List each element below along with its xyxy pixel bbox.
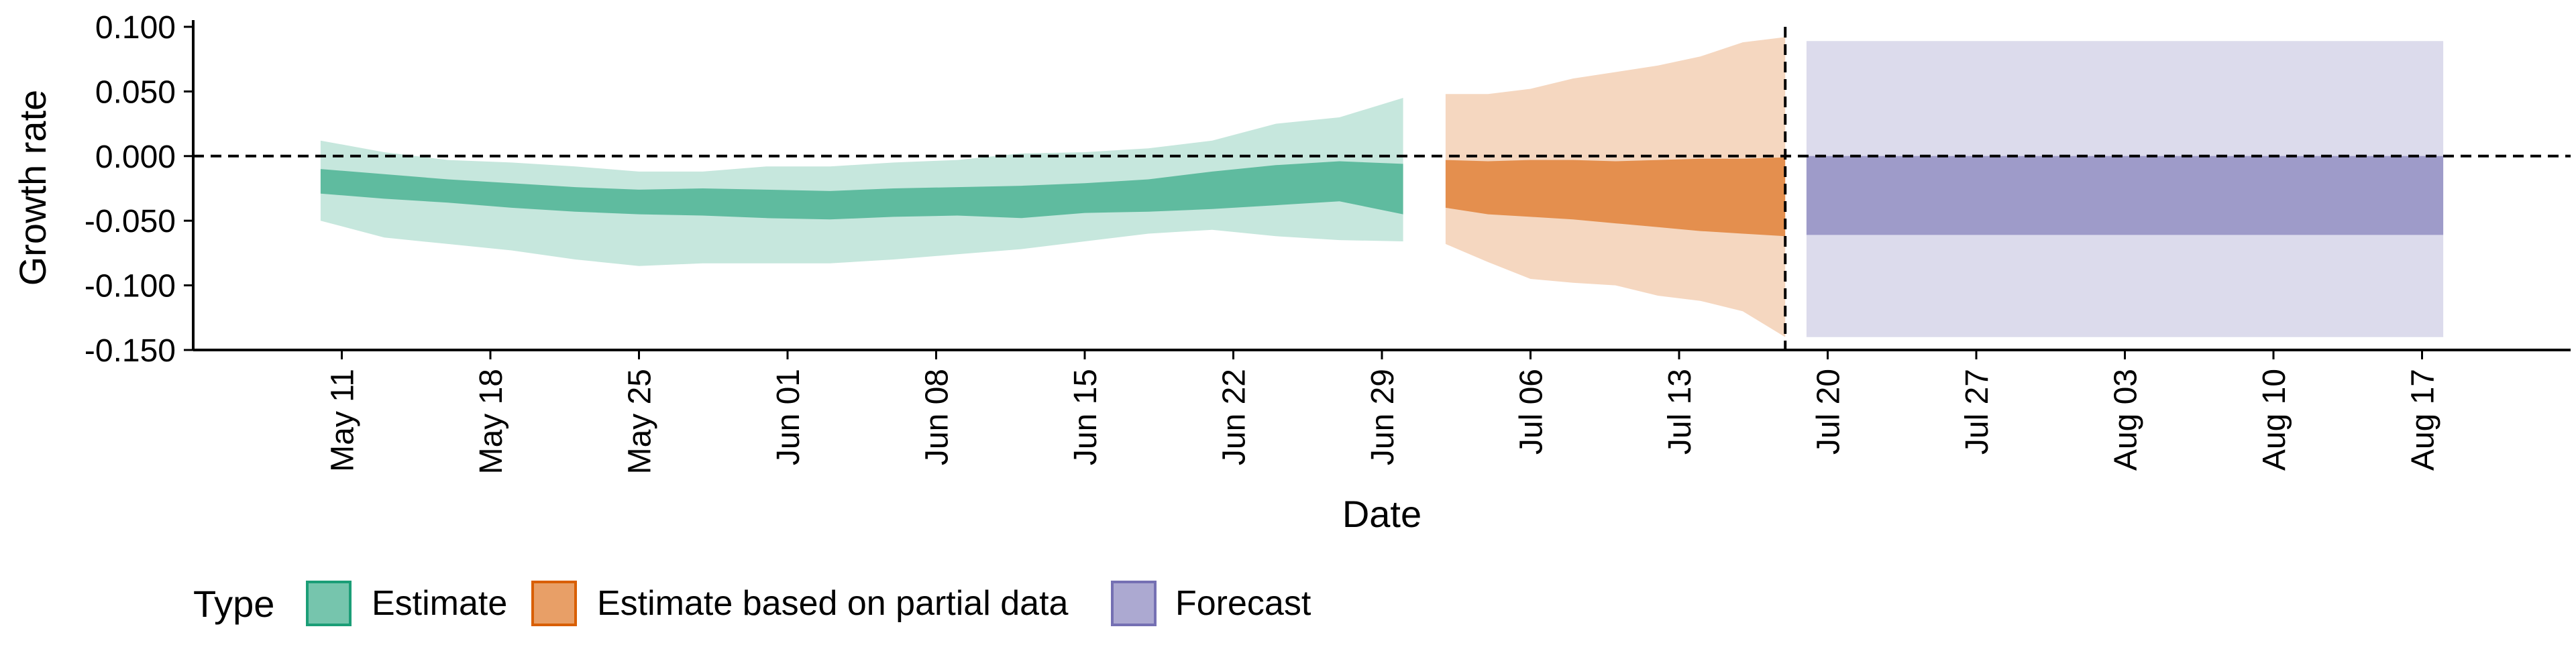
x-tick-label: Aug 10 [2257, 369, 2292, 471]
x-tick-label: Jul 20 [1811, 369, 1847, 455]
y-tick-label: 0.050 [95, 74, 176, 110]
y-tick-label: -0.100 [85, 269, 176, 304]
x-tick-label: Jun 01 [771, 369, 806, 465]
x-axis-label: Date [1342, 493, 1421, 535]
x-tick-label: Jun 29 [1365, 369, 1401, 465]
x-tick-label: May 18 [474, 369, 509, 474]
x-tick-label: Jun 22 [1217, 369, 1252, 465]
legend-swatch-series-2 [1111, 581, 1157, 626]
reference-lines [193, 27, 2571, 350]
y-tick-label: -0.050 [85, 204, 176, 239]
x-tick-label: May 11 [325, 369, 361, 472]
legend-title: Type [193, 583, 274, 625]
y-tick-label: -0.150 [85, 333, 176, 369]
legend: Type Estimate Estimate based on partial d… [193, 581, 1311, 626]
x-tick-label: Aug 03 [2108, 369, 2144, 471]
band-inner-series-0 [320, 161, 1403, 220]
band-outer-series-0 [320, 98, 1403, 266]
y-axis-label: Growth rate [11, 90, 54, 286]
y-tick-label: 0.000 [95, 139, 176, 175]
legend-label-series-2: Forecast [1175, 584, 1311, 623]
x-tick-label: Jun 15 [1068, 369, 1104, 465]
x-tick-label: Jul 13 [1662, 369, 1698, 455]
axes: -0.150 -0.100 -0.050 0.000 0.050 0.100 May 11 M… [85, 10, 2571, 474]
x-tick-label: Jun 08 [920, 369, 955, 465]
band-inner-series-2 [1806, 156, 2444, 235]
bands-layer [320, 37, 2444, 337]
band-inner-series-1 [1445, 157, 1786, 237]
x-tick-label: Jul 06 [1514, 369, 1550, 455]
legend-swatch-series-1 [531, 581, 577, 626]
legend-swatch-series-0 [306, 581, 352, 626]
legend-label-series-1: Estimate based on partial data [597, 584, 1069, 623]
x-tick-label: May 25 [623, 369, 658, 474]
x-tick-label: Jul 27 [1960, 369, 1995, 455]
y-tick-label: 0.100 [95, 10, 176, 46]
x-tick-label: Aug 17 [2406, 369, 2441, 471]
legend-label-series-0: Estimate [372, 584, 507, 623]
